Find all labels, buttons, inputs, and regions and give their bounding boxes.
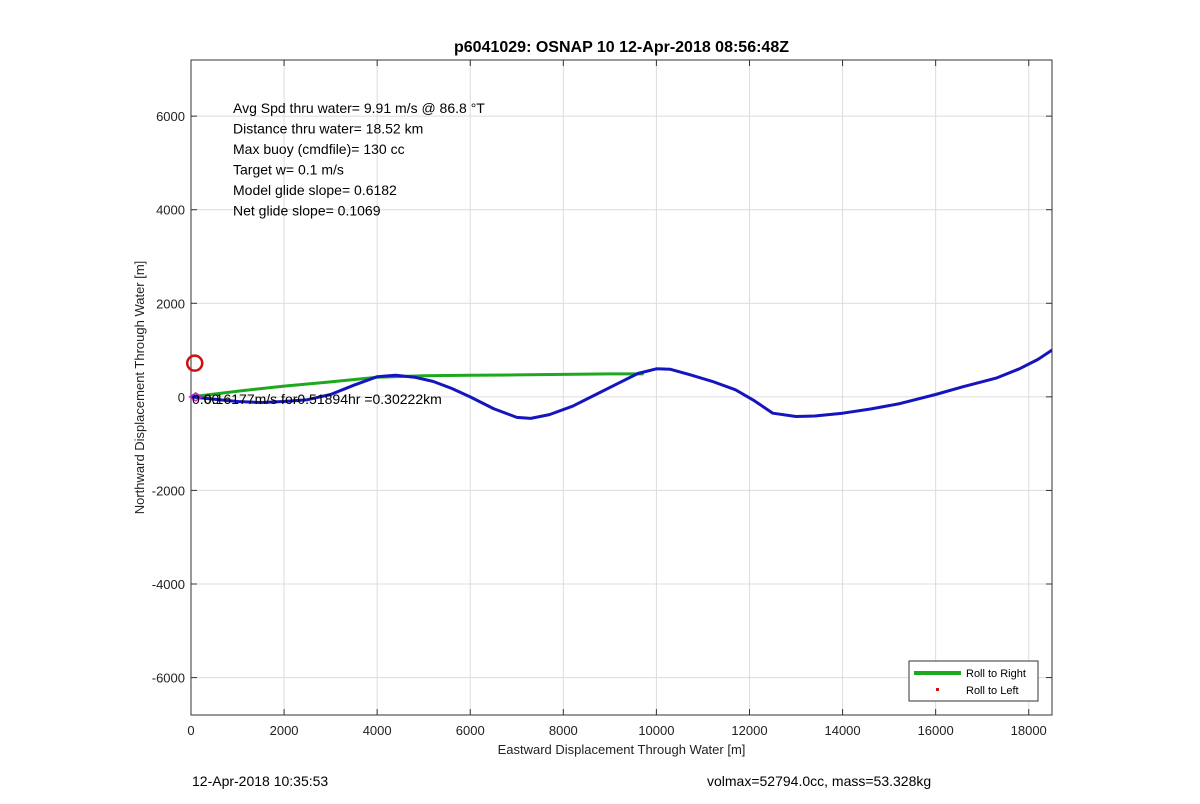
legend-box	[908, 660, 1039, 702]
x-tick-label: 2000	[270, 723, 299, 738]
y-axis-label: Northward Displacement Through Water [m]	[132, 261, 147, 515]
y-tick-label: -2000	[152, 483, 185, 498]
x-tick-label: 6000	[456, 723, 485, 738]
annotation-line: Model glide slope= 0.6182	[233, 182, 397, 198]
legend-label-roll-left: Roll to Left	[966, 685, 1019, 697]
x-tick-label: 4000	[363, 723, 392, 738]
footer-volmax-mass: volmax=52794.0cc, mass=53.328kg	[707, 773, 932, 789]
axes-box	[190, 59, 1053, 716]
annotation-line: Net glide slope= 0.1069	[233, 203, 381, 219]
y-tick-label: 0	[178, 390, 185, 405]
annotation-line: Distance thru water= 18.52 km	[233, 121, 423, 137]
current-label: 0.16177m/s for0.51894hr =0.30222km	[204, 391, 442, 407]
x-tick-label: 16000	[918, 723, 954, 738]
legend-swatch-roll-left	[936, 688, 939, 691]
red-circle-marker	[185, 354, 204, 372]
x-tick-label: 8000	[549, 723, 578, 738]
footer-timestamp: 12-Apr-2018 10:35:53	[192, 773, 329, 789]
x-tick-label: 10000	[638, 723, 674, 738]
annotation-line: Target w= 0.1 m/s	[233, 162, 344, 178]
x-tick-label: 14000	[824, 723, 860, 738]
x-tick-label: 0	[187, 723, 194, 738]
legend-label-roll-right: Roll to Right	[966, 668, 1026, 680]
chart-title: p6041029: OSNAP 10 12-Apr-2018 08:56:48Z	[454, 39, 789, 56]
series-blue-track	[191, 348, 1052, 420]
plot-area	[191, 60, 1052, 715]
annotation-line: Avg Spd thru water= 9.91 m/s @ 86.8 °T	[233, 100, 485, 116]
magenta-diamond-marker	[188, 391, 204, 402]
y-tick-label: -4000	[152, 577, 185, 592]
y-tick-label: 6000	[156, 109, 185, 124]
y-tick-label: 4000	[156, 203, 185, 218]
y-tick-label: -6000	[152, 671, 185, 686]
series-green-track	[191, 372, 644, 399]
x-axis-label: Eastward Displacement Through Water [m]	[498, 742, 746, 757]
x-tick-label: 12000	[731, 723, 767, 738]
y-tick-label: 2000	[156, 296, 185, 311]
current-overlap-label: 0.00	[192, 391, 219, 407]
x-tick-label: 18000	[1011, 723, 1047, 738]
annotation-line: Max buoy (cmdfile)= 130 cc	[233, 141, 405, 157]
